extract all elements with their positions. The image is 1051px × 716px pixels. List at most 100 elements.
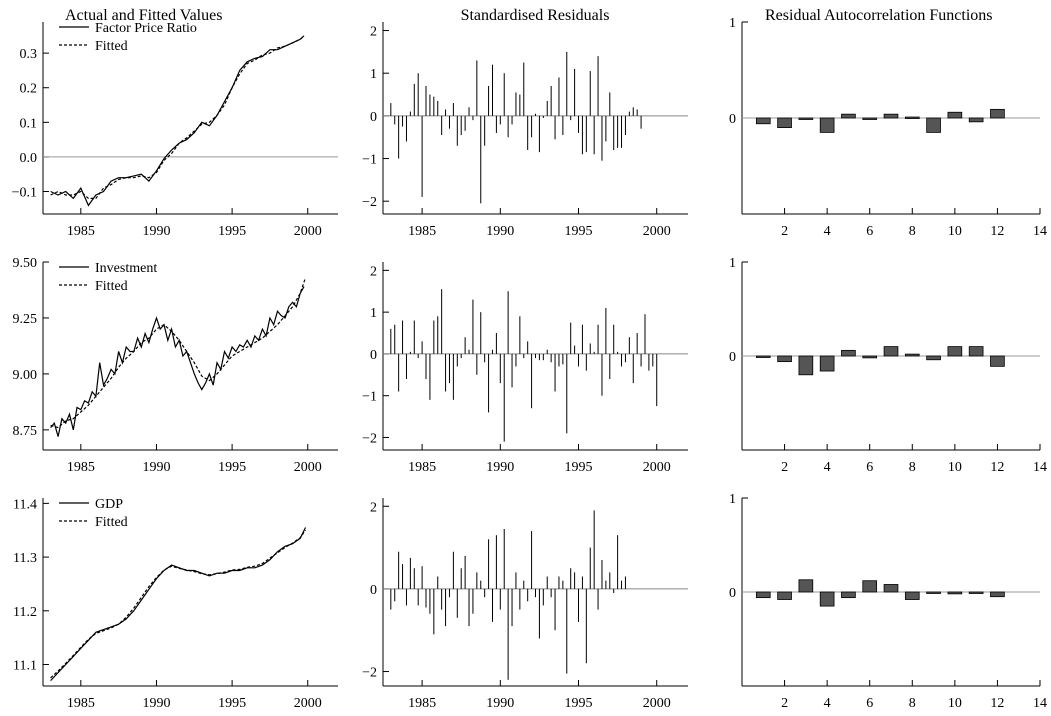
y-tick-label: −0.1 [12,186,37,201]
y-tick-label: 0 [729,350,736,365]
acf-bar [947,346,963,357]
x-tick-label: 2 [781,224,788,239]
x-tick-label: 2 [781,696,788,711]
acf-bar [883,584,899,593]
y-tick-label: 0.3 [20,47,38,62]
legend-label: Fitted [95,515,128,530]
panel-title: Residual Autocorrelation Functions [765,7,993,24]
acf-bar [819,591,835,607]
y-tick-label: 8.75 [13,424,38,439]
series-line-fitted [50,277,307,429]
acf-bar [841,113,856,119]
acf-bar [862,355,878,359]
x-tick-label: 1995 [218,696,246,711]
x-tick-label: 2000 [294,224,322,239]
acf-bar [777,117,792,128]
series-line-actual [50,35,305,207]
y-tick-label: 0 [729,586,736,601]
acf-bar [904,116,920,119]
x-tick-label: 14 [1033,696,1047,711]
y-tick-label: 1 [729,256,736,271]
acf-bar [990,108,1005,119]
y-tick-label: 0 [370,110,377,125]
y-tick-label: −2 [362,431,377,446]
x-tick-label: 8 [909,224,916,239]
x-tick-label: 12 [990,696,1004,711]
x-tick-label: 4 [824,696,831,711]
y-tick-label: 0.2 [20,82,38,97]
x-tick-label: 8 [909,460,916,475]
acf-bar [755,355,771,358]
panel-2: −2 −1 0 1 2 1985 1990 1995 2000 Standardised Resi… [362,7,688,239]
x-tick-label: 1985 [408,224,436,239]
x-tick-label: 2000 [294,696,322,711]
x-tick-label: 1990 [142,696,170,711]
legend-label: Fitted [95,279,128,294]
x-tick-label: 14 [1033,224,1047,239]
y-tick-label: 1 [370,306,377,321]
y-tick-label: 2 [370,25,377,40]
acf-bar [819,117,835,133]
y-tick-label: 11.1 [13,659,37,674]
acf-bar [926,355,941,361]
x-tick-label: 10 [948,460,962,475]
acf-bar [777,355,792,363]
y-tick-label: 0 [370,348,377,363]
acf-bar [926,591,941,594]
acf-bar [798,117,814,120]
y-tick-label: 1 [729,492,736,507]
legend-label: Investment [95,261,157,276]
acf-bar [968,346,984,357]
acf-bar [947,591,963,595]
x-tick-label: 1995 [565,696,593,711]
y-tick-label: 9.25 [13,312,38,327]
x-tick-label: 1985 [408,460,436,475]
y-tick-label: −1 [362,153,377,168]
series-line-actual [50,286,305,437]
x-tick-label: 12 [990,224,1004,239]
acf-bar [862,117,878,120]
y-tick-label: 9.50 [13,256,38,271]
acf-bar [904,353,920,357]
x-tick-label: 1990 [486,696,514,711]
series-line-actual [50,527,307,682]
acf-bar [841,591,856,599]
x-tick-label: 2000 [294,460,322,475]
panel-8: −2 0 2 1985 1990 1995 2000 [362,498,688,711]
acf-bar [798,579,814,593]
x-tick-label: 12 [990,460,1004,475]
y-tick-label: 9.00 [13,368,38,383]
y-tick-label: 1 [370,67,377,82]
y-tick-label: −2 [362,666,377,681]
panel-5: −2 −1 0 1 2 1985 1990 1995 2000 [362,262,688,475]
acf-bar [947,111,963,119]
x-tick-label: 2000 [643,224,671,239]
acf-bar [990,591,1005,598]
panel-7: 11.1 11.2 11.3 11.4 1985 1990 1995 2000 GDP Fitte… [13,497,338,711]
y-tick-label: 0.1 [20,116,38,131]
y-tick-label: 0.0 [20,151,38,166]
acf-bar [968,591,984,594]
x-tick-label: 1990 [142,460,170,475]
y-tick-label: −2 [362,195,377,210]
x-tick-label: 1990 [486,460,514,475]
x-tick-label: 1985 [67,696,95,711]
x-tick-label: 1995 [565,224,593,239]
y-tick-label: 11.4 [13,497,37,512]
x-tick-label: 1995 [218,460,246,475]
x-tick-label: 6 [866,224,873,239]
legend-label: Fitted [95,39,128,54]
y-tick-label: 11.3 [13,551,37,566]
acf-bar [904,591,920,600]
acf-bar [968,117,984,123]
y-tick-label: 2 [370,500,377,515]
panel-4: 8.75 9.00 9.25 9.50 1985 1990 1995 2000 Investme… [13,256,338,475]
series-line-fitted [50,529,306,679]
panel-title: Standardised Residuals [461,7,610,24]
acf-bar [990,355,1005,367]
panel-1: −0.1 0.0 0.1 0.2 0.3 1985 1990 1995 2000 Actual a… [12,7,338,239]
acf-bar [819,355,835,372]
x-tick-label: 1985 [67,460,95,475]
